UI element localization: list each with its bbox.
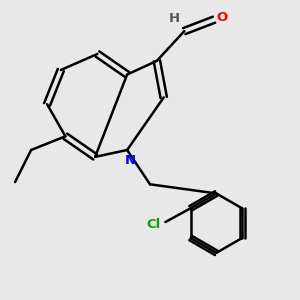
Text: H: H: [169, 12, 180, 25]
Text: O: O: [217, 11, 228, 24]
Text: N: N: [125, 154, 136, 166]
Text: Cl: Cl: [147, 218, 161, 231]
